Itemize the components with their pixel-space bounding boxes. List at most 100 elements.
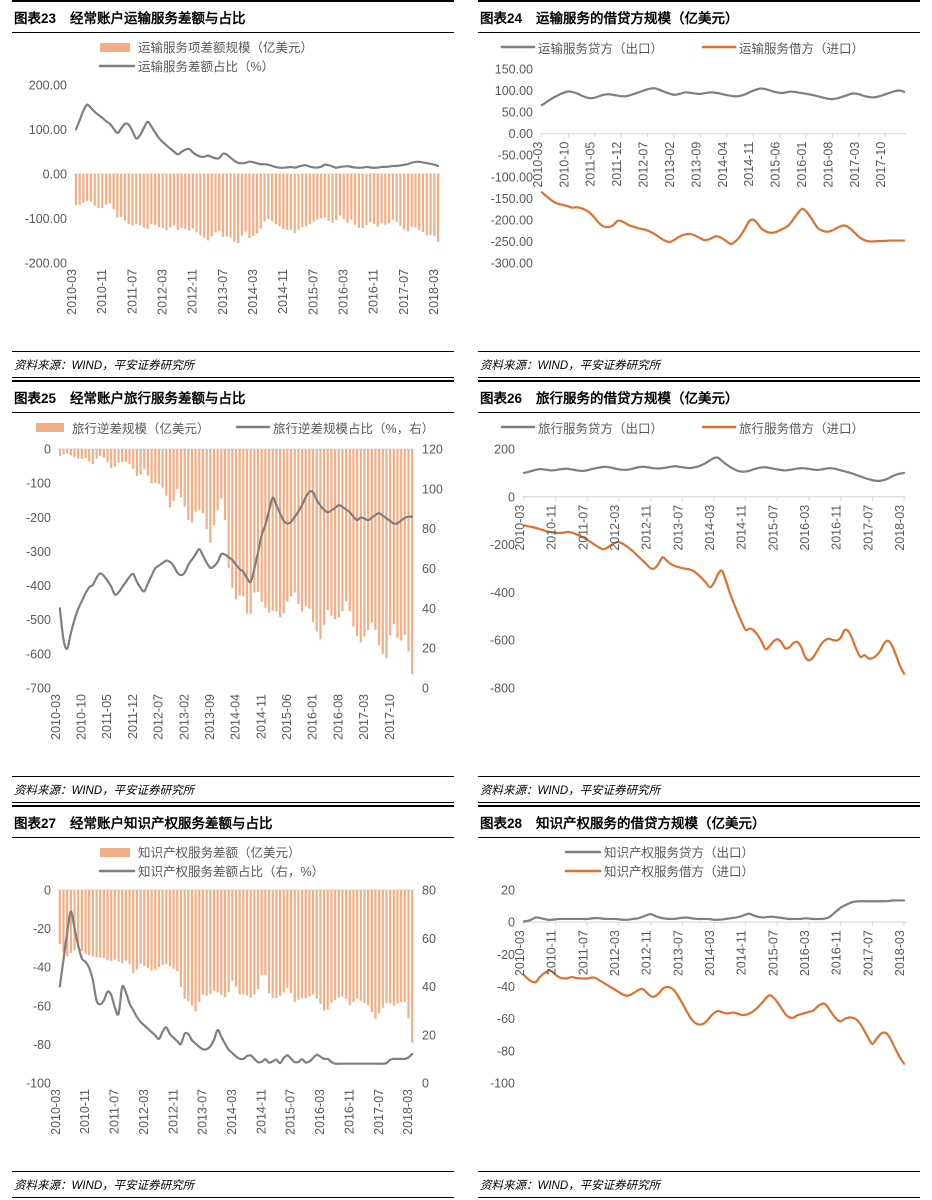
svg-text:-20: -20 xyxy=(33,922,51,936)
svg-text:2017-03: 2017-03 xyxy=(357,694,371,740)
panel-title-text: 运输服务的借贷方规模（亿美元） xyxy=(536,11,739,26)
svg-text:-80: -80 xyxy=(497,1044,515,1058)
svg-text:-100.00: -100.00 xyxy=(25,212,67,226)
chart-legend: 旅行服务贷方（出口） 旅行服务借方（进口） xyxy=(500,421,864,436)
line-series xyxy=(74,103,440,169)
svg-text:-400: -400 xyxy=(490,586,515,600)
svg-text:2016-03: 2016-03 xyxy=(313,1089,327,1135)
y2-axis: 80 60 40 20 0 xyxy=(422,884,436,1091)
svg-text:2011-07: 2011-07 xyxy=(125,269,139,314)
svg-text:-600: -600 xyxy=(490,634,515,648)
source-note: 资料来源：WIND，平安证券研究所 xyxy=(478,351,920,377)
svg-text:2014-11: 2014-11 xyxy=(276,269,290,314)
x-ticks xyxy=(523,496,905,501)
svg-text:2014-03: 2014-03 xyxy=(246,269,260,315)
svg-text:60: 60 xyxy=(422,562,436,576)
svg-text:2013-07: 2013-07 xyxy=(671,505,685,551)
svg-text:50.00: 50.00 xyxy=(502,106,533,120)
panel-frame: 图表28 知识产权服务的借贷方规模（亿美元） 知识产权服务贷方（出口） 知识产权服务借… xyxy=(478,805,920,1198)
svg-text:200: 200 xyxy=(494,443,515,457)
svg-text:2016-11: 2016-11 xyxy=(367,269,381,314)
svg-text:知识产权服务差额（亿美元）: 知识产权服务差额（亿美元） xyxy=(138,845,301,860)
svg-text:-60: -60 xyxy=(33,999,51,1013)
line-series xyxy=(522,524,906,675)
svg-text:2010-11: 2010-11 xyxy=(95,269,109,314)
svg-text:2011-05: 2011-05 xyxy=(584,142,598,187)
panel-number: 图表25 xyxy=(14,391,57,406)
svg-text:2011-05: 2011-05 xyxy=(100,694,114,739)
svg-text:80: 80 xyxy=(422,884,436,898)
svg-text:2010-10: 2010-10 xyxy=(557,142,571,188)
svg-text:2017-03: 2017-03 xyxy=(848,142,862,188)
svg-text:-100: -100 xyxy=(26,477,51,491)
x-axis-labels: 2010-03 2010-11 2011-07 2012-03 2012-11 2013-… xyxy=(513,930,907,976)
svg-text:知识产权服务差额占比（右，%）: 知识产权服务差额占比（右，%） xyxy=(138,864,324,879)
svg-text:200.00: 200.00 xyxy=(29,79,67,93)
svg-text:2016-03: 2016-03 xyxy=(337,269,351,315)
svg-text:0: 0 xyxy=(422,1077,429,1091)
panel-title: 图表26 旅行服务的借贷方规模（亿美元） xyxy=(478,382,920,413)
svg-text:2013-09: 2013-09 xyxy=(203,694,217,740)
svg-text:-600: -600 xyxy=(26,647,51,661)
svg-text:2010-03: 2010-03 xyxy=(49,1089,63,1135)
svg-text:0: 0 xyxy=(44,884,51,898)
chart-panel-chart27: 图表27 经常账户知识产权服务差额与占比 知识产权服务差额（亿美元） 知识产权服务差额… xyxy=(0,805,466,1200)
svg-text:2012-07: 2012-07 xyxy=(152,694,166,740)
svg-text:0: 0 xyxy=(44,443,51,457)
svg-text:-60: -60 xyxy=(497,1012,515,1026)
svg-text:2013-07: 2013-07 xyxy=(196,1089,210,1135)
y2-axis: 120 100 80 60 40 20 0 xyxy=(422,443,443,696)
svg-text:运输服务贷方（出口）: 运输服务贷方（出口） xyxy=(538,41,663,56)
svg-text:2010-11: 2010-11 xyxy=(78,1089,92,1134)
svg-text:2016-01: 2016-01 xyxy=(795,142,809,188)
panel-title-text: 知识产权服务的借贷方规模（亿美元） xyxy=(536,816,766,831)
source-note: 资料来源：WIND，平安证券研究所 xyxy=(12,1171,454,1197)
svg-text:运输服务借方（进口）: 运输服务借方（进口） xyxy=(739,41,864,56)
svg-text:2013-07: 2013-07 xyxy=(671,930,685,976)
svg-text:2014-03: 2014-03 xyxy=(225,1089,239,1135)
panel-frame: 图表27 经常账户知识产权服务差额与占比 知识产权服务差额（亿美元） 知识产权服务差额… xyxy=(12,805,454,1198)
panel-title-text: 经常账户旅行服务差额与占比 xyxy=(70,391,246,406)
svg-text:2017-07: 2017-07 xyxy=(397,269,411,315)
svg-text:-20: -20 xyxy=(497,948,515,962)
source-note: 资料来源：WIND，平安证券研究所 xyxy=(478,1171,920,1197)
svg-text:2012-03: 2012-03 xyxy=(608,505,622,551)
svg-text:-100: -100 xyxy=(490,1077,515,1091)
svg-text:100.00: 100.00 xyxy=(495,84,533,98)
svg-text:2012-07: 2012-07 xyxy=(637,142,651,188)
svg-text:2015-06: 2015-06 xyxy=(280,694,294,740)
x-ticks xyxy=(59,449,395,453)
svg-text:2015-07: 2015-07 xyxy=(284,1089,298,1135)
svg-text:2018-03: 2018-03 xyxy=(893,505,907,551)
x-axis-labels: 2010-03 2010-11 2011-07 2012-03 2012-11 2013-… xyxy=(65,269,441,315)
panel-title: 图表25 经常账户旅行服务差额与占比 xyxy=(12,382,454,413)
svg-text:2014-11: 2014-11 xyxy=(735,930,749,975)
svg-text:2013-09: 2013-09 xyxy=(689,142,703,188)
svg-text:80: 80 xyxy=(422,522,436,536)
x-ticks xyxy=(523,922,905,927)
panel-number: 图表28 xyxy=(480,816,523,831)
svg-text:2012-11: 2012-11 xyxy=(186,269,200,314)
y-axis: 0 -20 -40 -60 -80 -100 xyxy=(26,884,51,1091)
panel-title-text: 经常账户知识产权服务差额与占比 xyxy=(70,816,273,831)
svg-text:2017-10: 2017-10 xyxy=(383,694,397,740)
panel-number: 图表26 xyxy=(480,391,523,406)
line-series xyxy=(540,87,906,107)
svg-text:100: 100 xyxy=(422,482,443,496)
svg-text:0: 0 xyxy=(508,916,515,930)
chart-panel-chart26: 图表26 旅行服务的借贷方规模（亿美元） 旅行服务贷方（出口） 旅行服务借方（进口） 2… xyxy=(466,380,932,805)
chart-legend: 知识产权服务差额（亿美元） 知识产权服务差额占比（右，%） xyxy=(98,845,324,879)
svg-text:-200: -200 xyxy=(490,538,515,552)
svg-text:-200: -200 xyxy=(26,511,51,525)
svg-text:-80: -80 xyxy=(33,1038,51,1052)
panel-number: 图表24 xyxy=(480,11,523,26)
svg-text:2018-03: 2018-03 xyxy=(401,1089,415,1135)
svg-text:2017-07: 2017-07 xyxy=(861,930,875,976)
panel-title-text: 经常账户运输服务差额与占比 xyxy=(70,11,246,26)
chart-panel-chart23: 图表23 经常账户运输服务差额与占比 运输服务项差额规模（亿美元） 运输服务差额占比（… xyxy=(0,0,466,380)
svg-text:-40: -40 xyxy=(33,961,51,975)
chart-canvas-chart26: 旅行服务贷方（出口） 旅行服务借方（进口） 200 0 -200 -400 -600 -800… xyxy=(478,413,920,776)
svg-text:60: 60 xyxy=(422,932,436,946)
chart-legend: 旅行逆差规模（亿美元） 旅行逆差规模占比（%，右） xyxy=(36,421,434,436)
